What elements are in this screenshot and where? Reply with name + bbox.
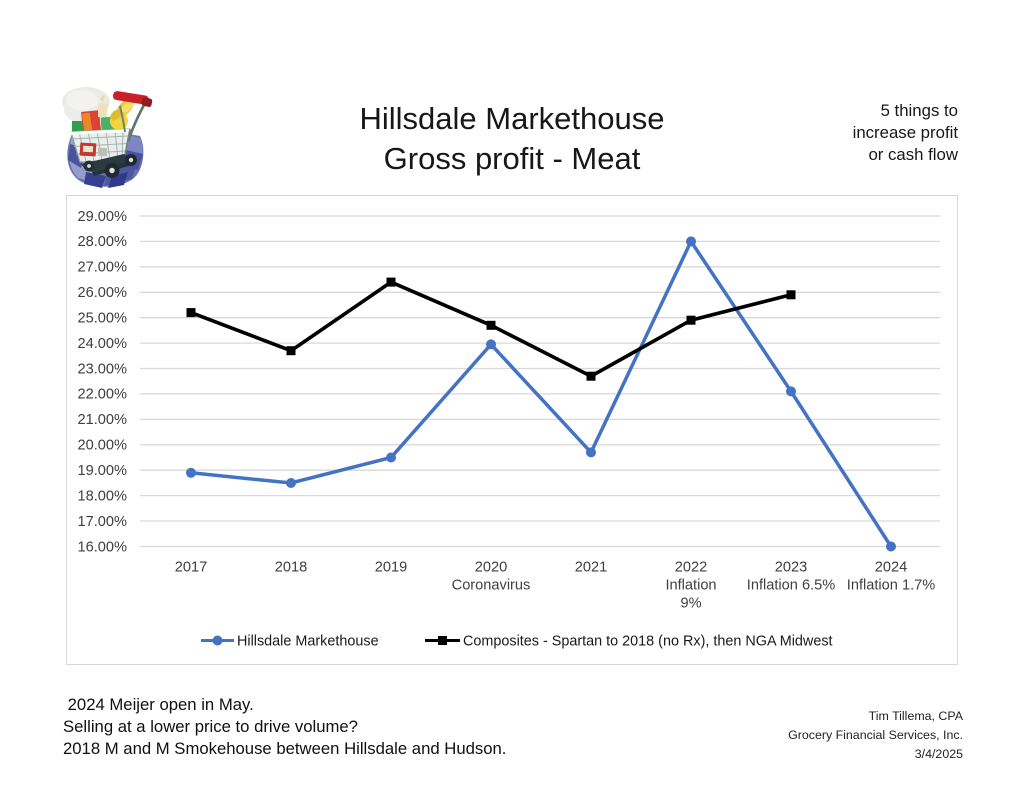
svg-text:2022: 2022 bbox=[675, 560, 707, 576]
svg-text:2019: 2019 bbox=[375, 560, 407, 576]
svg-text:28.00%: 28.00% bbox=[78, 234, 128, 250]
svg-text:21.00%: 21.00% bbox=[78, 412, 128, 428]
svg-text:26.00%: 26.00% bbox=[78, 285, 128, 301]
svg-text:9%: 9% bbox=[680, 596, 701, 612]
svg-text:2021: 2021 bbox=[575, 560, 607, 576]
svg-text:2024: 2024 bbox=[875, 560, 907, 576]
svg-text:17.00%: 17.00% bbox=[78, 514, 128, 530]
svg-text:16.00%: 16.00% bbox=[78, 539, 128, 555]
svg-text:25.00%: 25.00% bbox=[78, 311, 128, 327]
svg-text:Hillsdale Markethouse: Hillsdale Markethouse bbox=[237, 634, 379, 650]
svg-text:23.00%: 23.00% bbox=[78, 361, 128, 377]
svg-text:29.00%: 29.00% bbox=[78, 209, 128, 225]
svg-text:Inflation 1.7%: Inflation 1.7% bbox=[847, 578, 935, 594]
svg-text:19.00%: 19.00% bbox=[78, 463, 128, 479]
svg-text:2017: 2017 bbox=[175, 560, 207, 576]
svg-text:24.00%: 24.00% bbox=[78, 336, 128, 352]
svg-text:27.00%: 27.00% bbox=[78, 260, 128, 276]
svg-text:18.00%: 18.00% bbox=[78, 488, 128, 504]
svg-text:2018: 2018 bbox=[275, 560, 307, 576]
svg-text:2023: 2023 bbox=[775, 560, 807, 576]
svg-text:22.00%: 22.00% bbox=[78, 387, 128, 403]
svg-text:Inflation 6.5%: Inflation 6.5% bbox=[747, 578, 835, 594]
svg-text:Composites - Spartan to 2018 (: Composites - Spartan to 2018 (no Rx), th… bbox=[463, 634, 833, 650]
svg-text:Coronavirus: Coronavirus bbox=[452, 578, 531, 594]
svg-text:20.00%: 20.00% bbox=[78, 438, 128, 454]
svg-text:2020: 2020 bbox=[475, 560, 507, 576]
svg-text:Inflation: Inflation bbox=[665, 578, 716, 594]
